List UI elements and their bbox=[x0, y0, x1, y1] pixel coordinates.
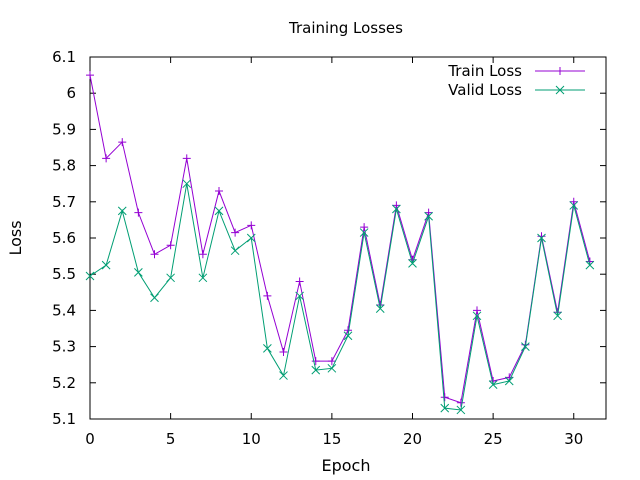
data-point-marker bbox=[311, 365, 321, 375]
data-point-marker bbox=[118, 138, 127, 147]
data-point-marker bbox=[521, 342, 530, 351]
data-point-marker bbox=[198, 250, 207, 259]
series-line bbox=[89, 183, 591, 411]
data-point-marker bbox=[360, 223, 369, 232]
data-point-marker bbox=[166, 241, 175, 250]
y-tick-label: 6 bbox=[66, 84, 76, 102]
y-tick-label: 5.5 bbox=[52, 265, 76, 283]
plot-frame bbox=[89, 56, 607, 420]
data-point-marker bbox=[150, 293, 159, 303]
x-tick-label: 0 bbox=[85, 430, 95, 448]
x-tick-label: 15 bbox=[322, 430, 341, 448]
x-tick-label: 20 bbox=[403, 430, 422, 448]
series-1 bbox=[85, 179, 595, 415]
y-axis-label: Loss bbox=[6, 220, 25, 255]
data-point-marker bbox=[569, 201, 579, 210]
data-point-marker bbox=[263, 291, 272, 300]
data-point-marker bbox=[585, 260, 595, 270]
x-tick-label: 10 bbox=[242, 430, 261, 448]
data-point-marker bbox=[327, 357, 336, 366]
data-point-marker bbox=[134, 208, 143, 217]
data-point-marker bbox=[392, 204, 401, 214]
y-tick-label: 5.7 bbox=[52, 193, 76, 211]
data-point-marker bbox=[86, 71, 94, 80]
data-point-marker bbox=[440, 393, 449, 402]
y-tick-label: 5.2 bbox=[52, 374, 76, 392]
data-point-marker bbox=[537, 233, 546, 243]
data-point-marker bbox=[553, 311, 562, 321]
legend-label: Valid Loss bbox=[448, 81, 522, 99]
x-tick-label: 25 bbox=[484, 430, 503, 448]
data-point-marker bbox=[150, 250, 159, 259]
data-point-marker bbox=[424, 211, 433, 221]
data-point-marker bbox=[295, 277, 304, 286]
data-point-marker bbox=[279, 348, 288, 357]
y-ticks: 5.1 5.2 5.3 5.4 5.5 5.6 5.7 5.8 5.9 6 6.1 bbox=[52, 48, 606, 428]
y-tick-label: 5.9 bbox=[52, 120, 76, 138]
data-point-marker bbox=[85, 271, 95, 281]
y-tick-label: 5.8 bbox=[52, 157, 76, 175]
data-point-marker bbox=[504, 376, 514, 386]
data-point-marker bbox=[166, 273, 175, 283]
series-0 bbox=[86, 71, 594, 407]
data-point-marker bbox=[472, 311, 482, 321]
data-point-marker bbox=[440, 403, 450, 413]
data-point-marker bbox=[246, 233, 256, 243]
data-point-marker bbox=[327, 363, 337, 373]
data-point-marker bbox=[375, 304, 385, 313]
data-point-marker bbox=[101, 260, 111, 270]
x-tick-label: 30 bbox=[564, 430, 583, 448]
data-point-marker bbox=[230, 246, 240, 256]
data-point-marker bbox=[424, 208, 433, 217]
series-layer bbox=[85, 71, 595, 415]
x-axis-label: Epoch bbox=[322, 456, 371, 475]
y-tick-label: 5.4 bbox=[52, 301, 76, 319]
data-point-marker bbox=[456, 398, 465, 407]
data-point-marker bbox=[117, 206, 127, 216]
x-tick-label: 5 bbox=[166, 430, 176, 448]
data-point-marker bbox=[456, 405, 466, 415]
data-point-marker bbox=[569, 197, 578, 206]
data-point-marker bbox=[263, 344, 272, 353]
data-point-marker bbox=[392, 201, 401, 210]
data-point-marker bbox=[555, 85, 565, 95]
data-point-marker bbox=[231, 228, 240, 237]
data-point-marker bbox=[295, 291, 304, 301]
data-point-marker bbox=[311, 357, 320, 366]
data-point-marker bbox=[359, 228, 369, 237]
data-point-marker bbox=[215, 186, 223, 195]
data-point-marker bbox=[198, 273, 208, 283]
x-ticks: 0 5 10 15 20 25 30 bbox=[85, 57, 583, 448]
data-point-marker bbox=[134, 268, 143, 277]
chart-title: Training Losses bbox=[288, 19, 403, 37]
data-point-marker bbox=[556, 67, 564, 75]
data-point-marker bbox=[488, 380, 498, 389]
legend-label: Train Loss bbox=[447, 62, 522, 80]
data-point-marker bbox=[408, 258, 417, 268]
y-tick-label: 5.1 bbox=[52, 410, 76, 428]
data-point-marker bbox=[279, 371, 288, 380]
y-tick-label: 5.3 bbox=[52, 338, 76, 356]
data-point-marker bbox=[182, 154, 191, 163]
data-point-marker bbox=[247, 221, 256, 230]
data-point-marker bbox=[343, 331, 353, 341]
series-line bbox=[89, 75, 591, 404]
y-tick-label: 6.1 bbox=[52, 48, 76, 66]
data-point-marker bbox=[214, 206, 224, 216]
data-point-marker bbox=[182, 179, 192, 189]
y-tick-label: 5.6 bbox=[52, 229, 76, 247]
data-point-marker bbox=[473, 306, 481, 315]
data-point-marker bbox=[102, 154, 111, 163]
